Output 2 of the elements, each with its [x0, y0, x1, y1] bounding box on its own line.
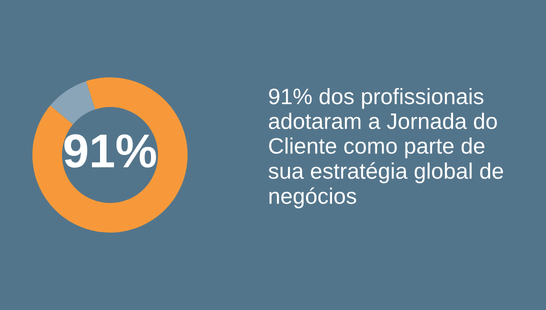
text: 91% dos profissionais adotaram a Jornada do Cliente como parte de sua estratégia global de negócios: [268, 88, 503, 208]
data-label: 91%: [64, 134, 156, 168]
